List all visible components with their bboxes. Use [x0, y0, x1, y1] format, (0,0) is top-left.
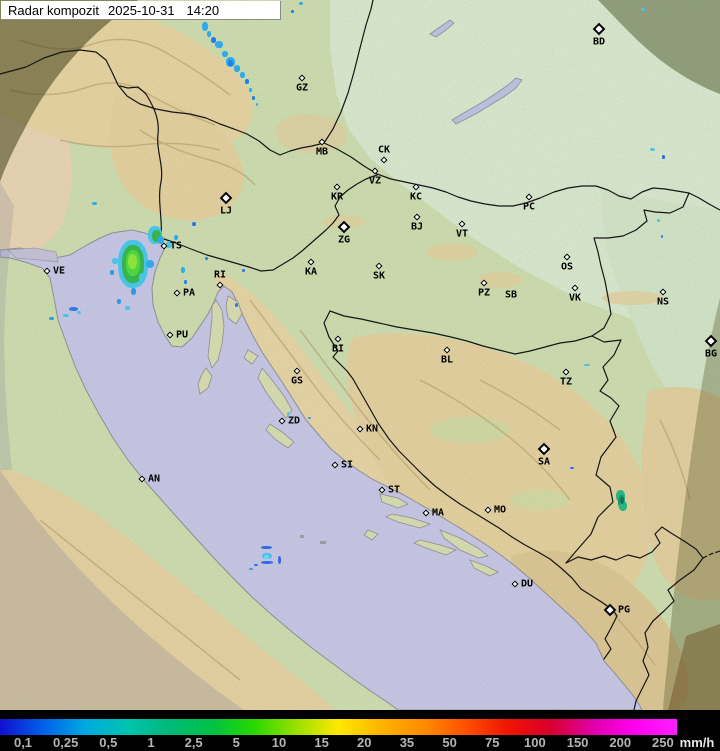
map-svg [0, 0, 720, 710]
coverage-edge-left [0, 182, 14, 470]
legend-tick: 5 [232, 735, 240, 750]
date-label: 2025-10-31 [108, 3, 175, 18]
legend-tick: 150 [566, 735, 589, 750]
legend-tick: 0,5 [99, 735, 118, 750]
terrain-texture [0, 0, 720, 710]
time-label: 14:20 [186, 3, 220, 18]
coverage-edge-right [663, 298, 720, 710]
legend-ticks: 0,1 0,25 0,5 1 2,5 5 10 15 20 35 50 75 100 150 200 250 m… [0, 735, 720, 751]
legend-unit-label: mm/h [679, 735, 715, 750]
legend-tick: 0,25 [53, 735, 79, 750]
legend-tick: 15 [314, 735, 329, 750]
coverage-edge-topleft [0, 0, 138, 182]
coverage-edge-topright [598, 0, 720, 94]
title-bar: Radar kompozit 2025-10-31 14:20 [1, 1, 281, 20]
legend-tick: 50 [442, 735, 457, 750]
legend-tick: 10 [271, 735, 287, 750]
country-borders [0, 0, 720, 710]
legend-tick: 250 [652, 735, 674, 750]
legend-tick: 2,5 [184, 735, 203, 750]
legend-tick: 35 [399, 735, 415, 750]
coverage-edge-bottomright [668, 624, 720, 710]
legend-tick: 200 [609, 735, 632, 750]
coverage-overlays [0, 0, 720, 710]
radar-map: GZ BD MB CK VZ KR KC LJ BJ ZG VT PC TS RI KA SK OS VE PA PZ… [0, 0, 720, 710]
page-title: Radar kompozit [8, 3, 100, 18]
coverage-edge-bottomleft [0, 470, 244, 710]
legend-tick: 75 [485, 735, 500, 750]
legend-tick: 0,1 [13, 735, 33, 750]
legend-gradient-bar [0, 719, 677, 735]
legend-tick: 100 [524, 735, 546, 750]
legend-tick: 1 [147, 735, 155, 750]
legend-tick: 20 [357, 735, 372, 750]
intensity-legend: 0,1 0,25 0,5 1 2,5 5 10 15 20 35 50 75 100 150 200 250 m… [0, 710, 720, 751]
